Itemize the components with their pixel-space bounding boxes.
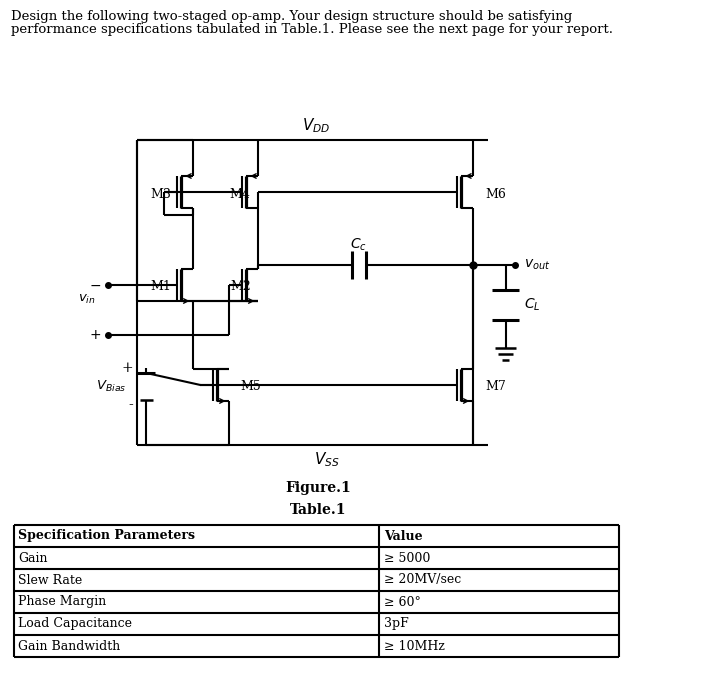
Text: Load Capacitance: Load Capacitance: [18, 618, 132, 630]
Text: ≥ 10MHz: ≥ 10MHz: [383, 639, 444, 653]
Text: $C_c$: $C_c$: [350, 237, 367, 253]
Text: ≥ 60°: ≥ 60°: [383, 595, 421, 609]
Text: $V_{Bias}$: $V_{Bias}$: [96, 378, 126, 394]
Text: Figure.1: Figure.1: [285, 481, 350, 495]
Text: M5: M5: [240, 380, 261, 394]
Text: $v_{out}$: $v_{out}$: [524, 258, 550, 272]
Text: $v_{in}$: $v_{in}$: [78, 292, 96, 306]
Text: Gain Bandwidth: Gain Bandwidth: [18, 639, 121, 653]
Text: Phase Margin: Phase Margin: [18, 595, 107, 609]
Text: Gain: Gain: [18, 551, 48, 565]
Text: M3: M3: [150, 188, 171, 200]
Text: performance specifications tabulated in Table.1. Please see the next page for yo: performance specifications tabulated in …: [11, 23, 613, 36]
Text: $-$: $-$: [89, 278, 101, 292]
Text: M4: M4: [229, 188, 250, 200]
Text: Slew Rate: Slew Rate: [18, 574, 82, 586]
Text: M1: M1: [150, 281, 171, 293]
Text: +: +: [121, 361, 132, 375]
Text: M7: M7: [486, 380, 507, 394]
Text: $C_L$: $C_L$: [524, 297, 540, 313]
Text: Design the following two-staged op-amp. Your design structure should be satisfyi: Design the following two-staged op-amp. …: [11, 10, 572, 23]
Text: M6: M6: [486, 188, 507, 200]
Text: ≥ 20MV/sec: ≥ 20MV/sec: [383, 574, 461, 586]
Text: $V_{DD}$: $V_{DD}$: [302, 117, 330, 135]
Text: Specification Parameters: Specification Parameters: [18, 530, 195, 542]
Text: $+$: $+$: [89, 328, 101, 342]
Text: 3pF: 3pF: [383, 618, 409, 630]
Text: ≥ 5000: ≥ 5000: [383, 551, 430, 565]
Text: M2: M2: [230, 281, 251, 293]
Text: -: -: [128, 398, 132, 412]
Text: Table.1: Table.1: [290, 503, 346, 517]
Text: $V_{SS}$: $V_{SS}$: [314, 451, 340, 469]
Text: Value: Value: [383, 530, 423, 542]
